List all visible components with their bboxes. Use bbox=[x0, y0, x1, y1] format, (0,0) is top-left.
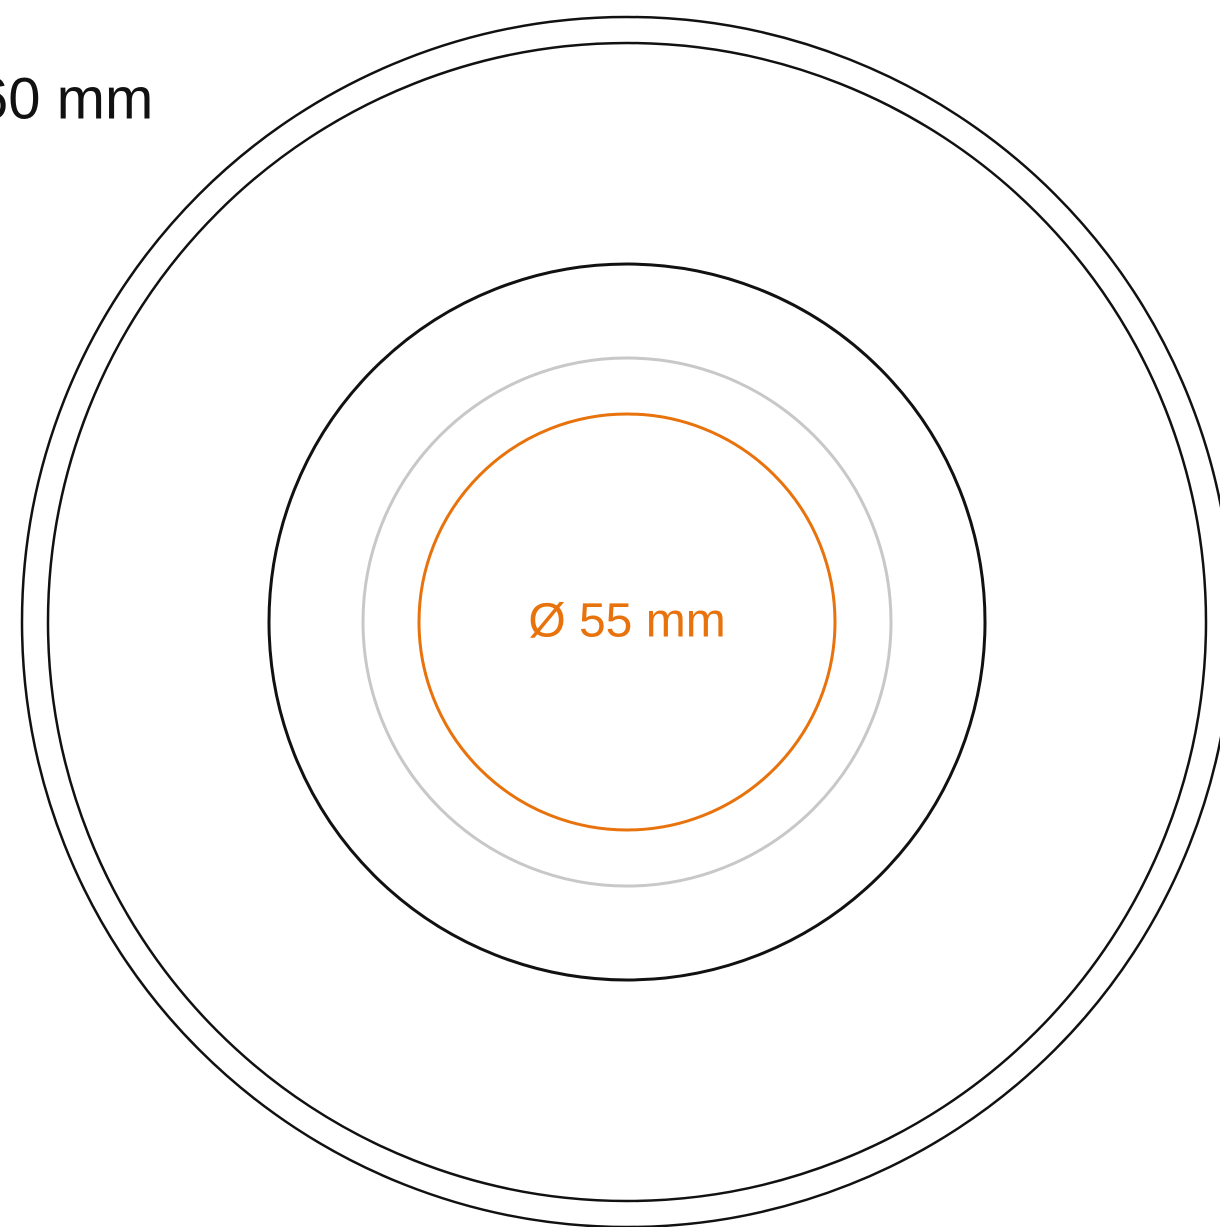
guide-circle bbox=[361, 356, 893, 888]
inner-dimension-circle bbox=[417, 412, 837, 832]
outer-ring-inner-circle bbox=[46, 41, 1208, 1203]
inner-dimension-label: Ø 55 mm bbox=[528, 595, 725, 648]
outer-ring-outer-circle bbox=[20, 15, 1220, 1227]
middle-circle bbox=[267, 262, 987, 982]
outer-dimension-label: 60 mm bbox=[0, 66, 153, 131]
